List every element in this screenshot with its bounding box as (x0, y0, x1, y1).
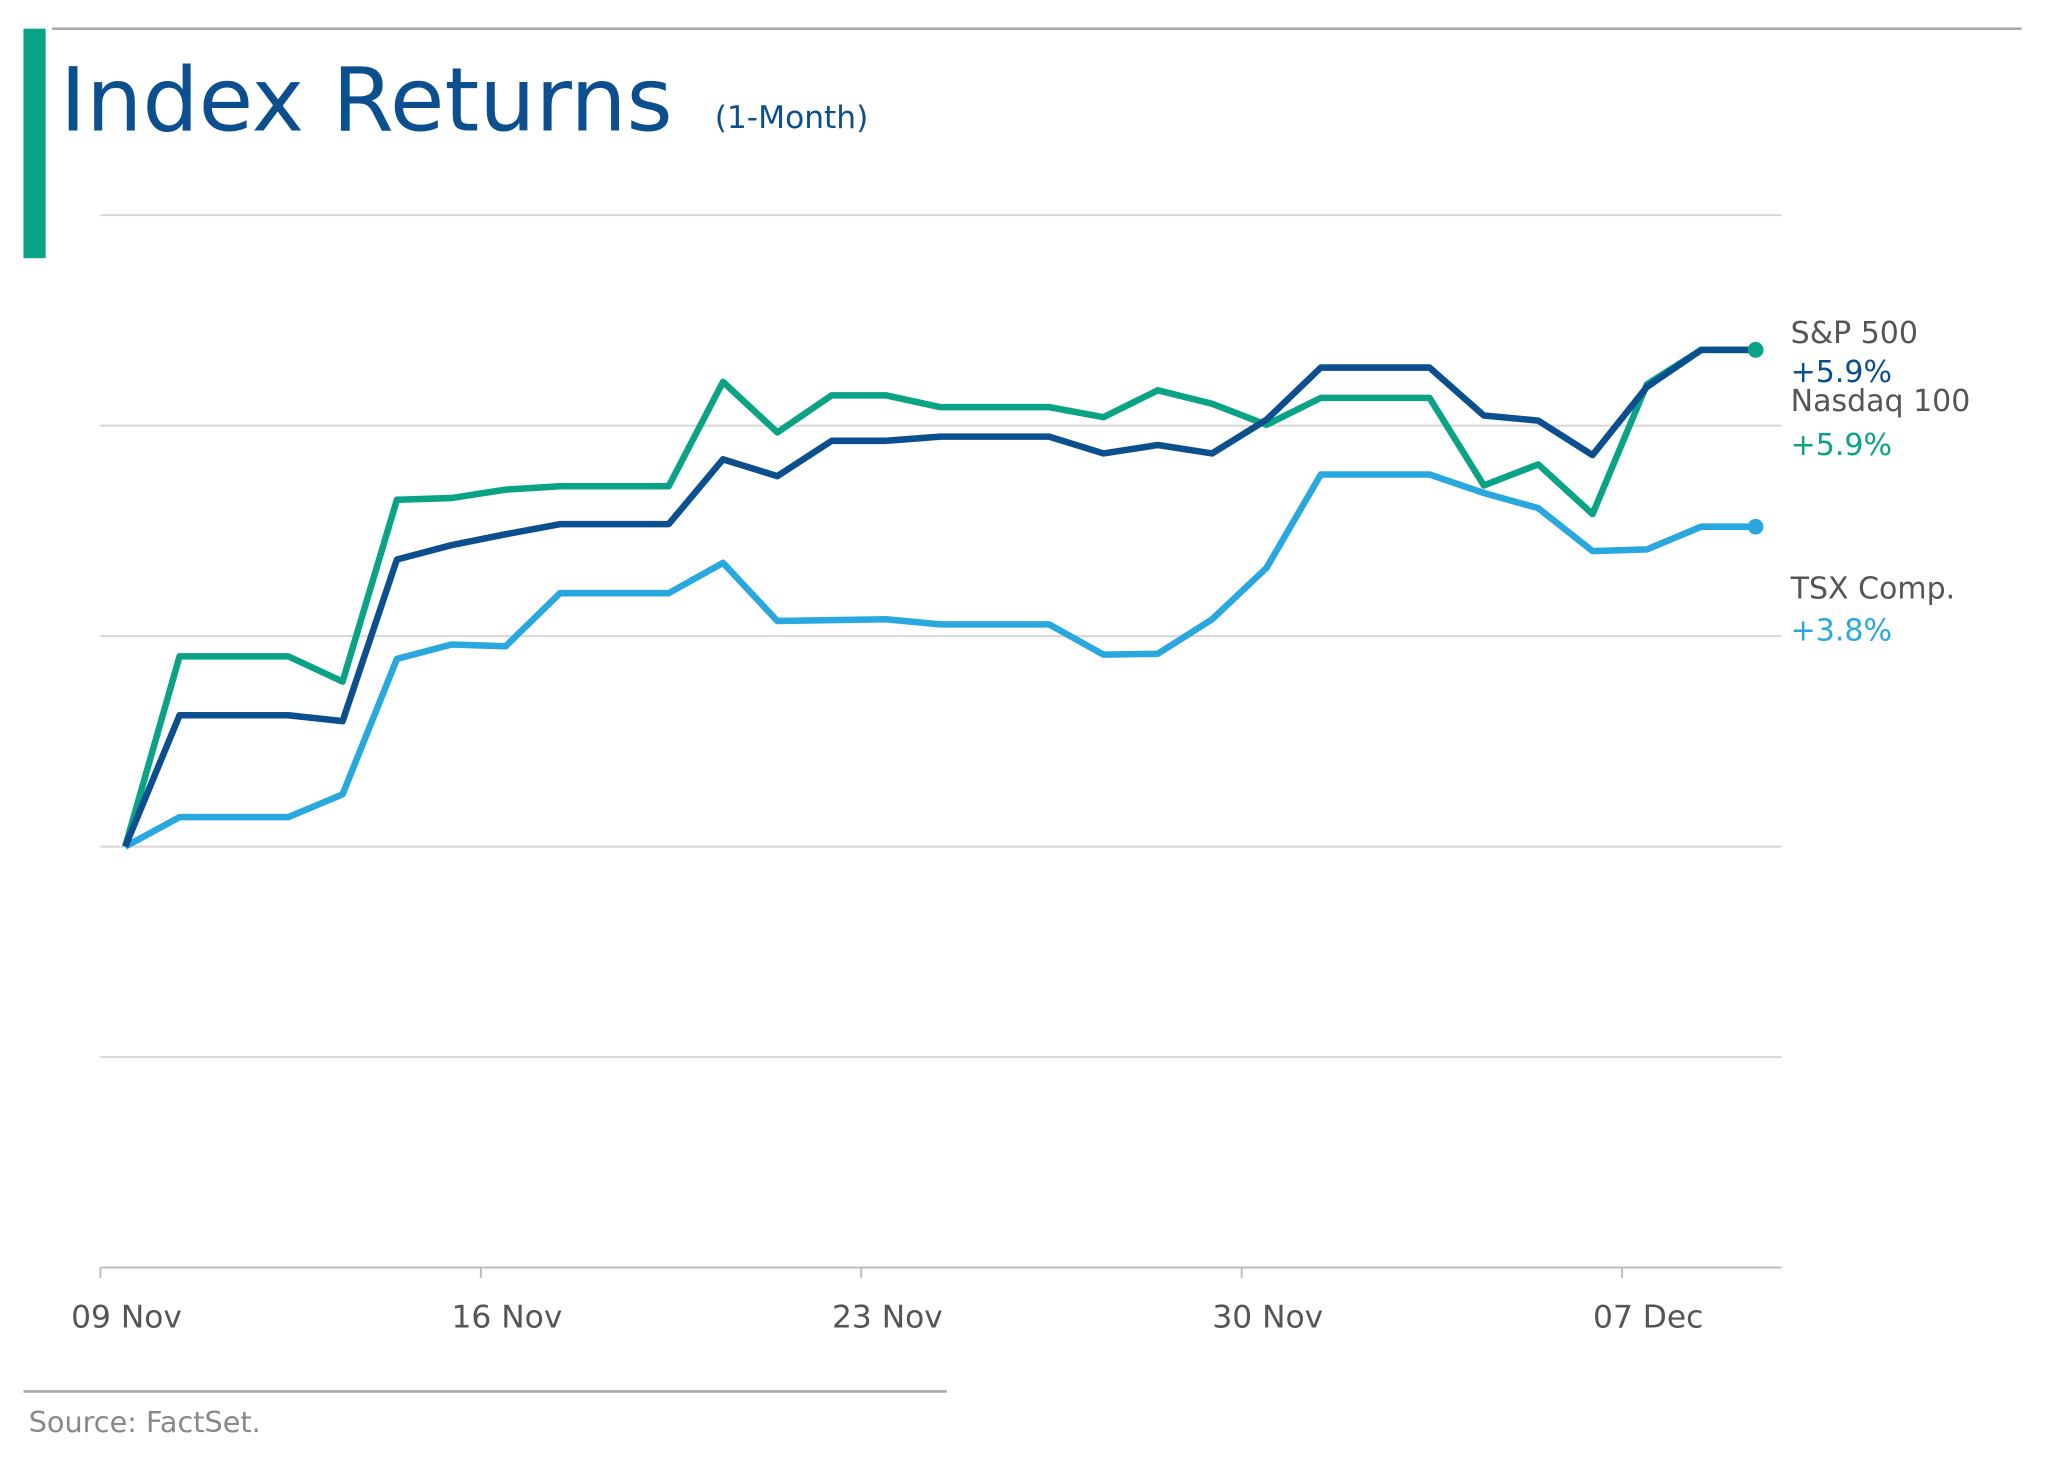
x-tick-label: 09 Nov (71, 1300, 182, 1336)
end-value-label: +3.8% (1791, 613, 1892, 648)
chart-subtitle: (1-Month) (715, 100, 869, 136)
x-tick-label: 23 Nov (832, 1300, 943, 1336)
title-accent (23, 28, 46, 259)
legend-label: TSX Comp. (1790, 572, 1955, 607)
end-dot (1747, 518, 1764, 535)
end-value-label: +5.9% (1791, 428, 1892, 463)
x-tick-label: 16 Nov (452, 1300, 563, 1336)
x-tick-label: 07 Dec (1593, 1300, 1703, 1336)
series-line (122, 346, 1756, 848)
legend-label: Nasdaq 100 (1791, 384, 1971, 419)
source: Source: FactSet. (29, 1405, 261, 1439)
series-line (122, 346, 1756, 848)
series-line (123, 471, 1756, 850)
chart-title: Index Returns (60, 48, 673, 151)
end-value-label: +5.9% (1791, 355, 1892, 390)
end-dot (1747, 342, 1764, 358)
x-tick-label: 30 Nov (1212, 1300, 1323, 1336)
legend-label: S&P 500 (1791, 316, 1918, 351)
